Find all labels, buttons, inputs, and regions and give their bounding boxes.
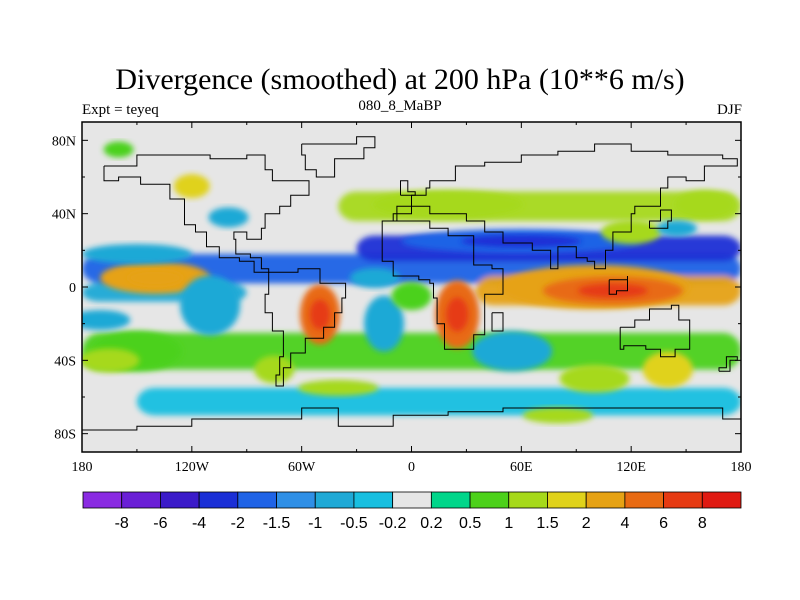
colorbar-swatch [624, 491, 664, 509]
land-outline [491, 312, 504, 332]
land-outline [264, 268, 347, 387]
field-core [127, 269, 183, 286]
colorbar-swatch [469, 491, 510, 509]
land-outlines [82, 136, 741, 431]
colorbar-swatch [585, 491, 626, 509]
colorbar-swatch [392, 491, 432, 509]
y-tick-label: 0 [69, 281, 76, 296]
field-core [446, 297, 469, 332]
field-detail [298, 379, 379, 396]
x-tick-label: 180 [731, 460, 752, 475]
x-tick-label: 120W [175, 460, 210, 475]
field-contour [364, 295, 405, 352]
x-tick-label: 60W [288, 460, 316, 475]
field-contour [373, 190, 524, 219]
colorbar-label: 4 [620, 515, 629, 532]
chart-title: Divergence (smoothed) at 200 hPa (10**6 … [115, 63, 685, 96]
colorbar-swatch [82, 491, 123, 509]
field-detail [82, 310, 131, 330]
axes: 180 120W 60W 0 60E 120E 180 80N 40N 0 40S 80S [52, 121, 752, 475]
colorbar-label: -1 [308, 515, 322, 532]
colorbar-label: -2 [231, 515, 245, 532]
colorbar-label: 6 [659, 515, 668, 532]
field-band [136, 387, 741, 416]
colorbar-label: -4 [192, 515, 206, 532]
field-core [309, 299, 330, 330]
land-outline [718, 356, 738, 372]
field-contour [674, 190, 735, 219]
colorbar-swatch [121, 491, 161, 509]
field-detail [208, 207, 249, 228]
land-outline [103, 154, 310, 273]
colorbar-label: -0.2 [379, 515, 407, 532]
colorbar-swatch [198, 491, 239, 509]
field-detail [82, 348, 140, 373]
y-tick-label: 80N [52, 134, 76, 149]
y-tick-label: 40S [54, 354, 76, 369]
colorbar-label: 8 [698, 515, 707, 532]
field-core [577, 283, 648, 298]
field-detail [656, 220, 697, 237]
season-label: DJF [716, 102, 742, 118]
colorbar-label: 0.5 [459, 515, 481, 532]
land-outline [649, 209, 672, 229]
y-tick-label: 80S [54, 428, 76, 443]
land-outline [381, 220, 504, 350]
field-contour [472, 331, 553, 372]
colorbar: -8 -6 -4 -2 -1.5 -1 -0.5 -0.2 0.2 0.5 1 1.5 2 4 6 8 [82, 491, 742, 532]
field-band [82, 332, 741, 370]
colorbar-swatch [430, 491, 471, 509]
field-detail [103, 141, 134, 158]
colorbar-swatch [353, 491, 394, 509]
colorbar-label: 0.2 [420, 515, 442, 532]
field-core [461, 235, 582, 248]
colorbar-label: 1 [504, 515, 513, 532]
field-contour [642, 351, 693, 388]
colorbar-label: -1.5 [263, 515, 291, 532]
colorbar-label: 1.5 [536, 515, 558, 532]
land-outline [400, 180, 416, 196]
plot-area [82, 122, 741, 452]
land-outline [392, 143, 738, 270]
y-tick-label: 40N [52, 208, 76, 223]
x-tick-label: 120E [616, 460, 646, 475]
field-detail [173, 174, 210, 199]
colorbar-swatch [701, 491, 742, 509]
colorbar-swatch [314, 491, 355, 509]
colorbar-label: -8 [115, 515, 129, 532]
experiment-label: Expt = teyeq [82, 102, 159, 118]
land-outline [301, 136, 376, 178]
land-outline [82, 407, 741, 431]
field-detail [391, 282, 432, 311]
field-detail [254, 355, 295, 384]
colorbar-swatch [663, 491, 703, 509]
field-contour [559, 364, 630, 393]
case-label: 080_8_MaBP [358, 98, 442, 114]
field-contour [180, 275, 241, 336]
x-tick-label: 180 [72, 460, 93, 475]
x-tick-label: 60E [510, 460, 533, 475]
field-contour [82, 244, 192, 264]
field-detail [522, 407, 593, 424]
land-outline [619, 304, 691, 358]
colorbar-swatch [547, 491, 587, 509]
x-tick-label: 0 [408, 460, 415, 475]
colorbar-label: -6 [153, 515, 167, 532]
colorbar-swatch [508, 491, 548, 509]
colorbar-swatch [237, 491, 277, 509]
colorbar-label: -0.5 [340, 515, 368, 532]
colorbar-swatch [160, 491, 200, 509]
field-detail [349, 267, 400, 288]
colorbar-swatch [276, 491, 316, 509]
land-outline [608, 276, 628, 295]
colorbar-label: 2 [582, 515, 591, 532]
